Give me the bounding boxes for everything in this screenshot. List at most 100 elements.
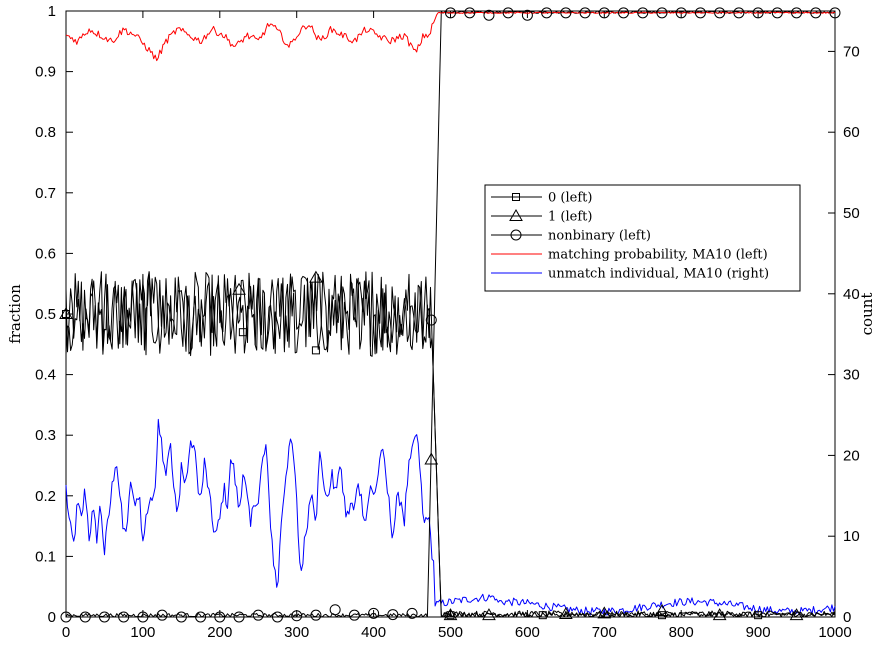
y-left-tick-label-10: 1 [48,3,56,20]
legend-marker-shape-2 [510,229,522,241]
y-left-tick-label-1: 0.1 [35,548,56,565]
series-line-2 [65,10,836,618]
legend-item-2: nonbinary (left) [491,229,651,244]
legend-item-3: matching probability, MA10 (left) [491,248,768,263]
legend-marker-shape-0 [512,193,520,201]
y-right-tick-label-5: 50 [843,205,860,222]
legend-marker-circle [510,229,522,241]
marker-circle-2-33 [694,7,706,19]
legend: 0 (left) 1 (left) nonbinary (left) match… [484,184,801,292]
marker-circle-2-31 [656,7,668,19]
left-axis: 0 0.1 0.2 0.3 0.4 0.5 0.6 0.7 0.8 0.9 1 [35,3,73,626]
marker-circle-2-11 [271,611,283,623]
marker-triangle-1-9 [712,608,727,621]
y-right-tick-label-6: 60 [843,124,860,141]
legend-label-2: nonbinary (left) [548,229,651,244]
marker-circle-2-23 [502,7,514,19]
marker-circle-2-32 [675,7,687,19]
marker-triangle-1-2 [309,270,323,283]
legend-marker-square [512,193,520,201]
x-tick-label-1: 100 [130,624,155,641]
marker-circle-2-25 [541,7,553,19]
y-right-tick-label-4: 40 [843,286,860,303]
marker-circle-2-30 [637,7,649,19]
marker-circle-2-5 [156,609,168,621]
y-left-tick-label-3: 0.3 [35,427,56,444]
y-left-tick-label-0: 0 [48,609,56,626]
marker-square-0-2 [311,346,320,355]
marker-circle-2-22 [483,9,495,21]
legend-label-0: 0 (left) [548,191,592,206]
x-tick-label-6: 600 [515,624,540,641]
marker-circle-2-36 [752,7,764,19]
plot-frame [65,10,836,618]
y-right-tick-label-2: 20 [843,447,860,464]
marker-circle-2-6 [175,611,187,623]
series-line-3 [65,11,836,62]
marker-triangle-1-1 [232,282,246,295]
series-layer [59,7,841,623]
x-axis: 0 100 200 300 400 500 600 700 800 900 1000 [62,11,852,641]
legend-marker-triangle [509,208,523,221]
marker-circle-2-4 [137,611,149,623]
marker-circle-2-24 [521,9,533,21]
marker-triangle-1-6 [558,606,573,619]
marker-circle-2-1 [79,611,91,623]
y-left-tick-label-8: 0.8 [35,124,56,141]
marker-circle-2-29 [618,7,630,19]
marker-circle-2-18 [406,607,418,619]
marker-triangle-1-8 [655,603,669,616]
marker-square-0-4 [538,611,547,620]
marker-triangle-1-4 [443,608,458,621]
x-tick-label-7: 700 [592,624,617,641]
y-axis-left-label: fraction [6,284,24,344]
legend-item-1: 1 (left) [491,208,592,225]
x-tick-label-9: 900 [746,624,771,641]
marker-circle-2-40 [829,7,841,19]
marker-circle-2-8 [214,611,226,623]
marker-circle-2-17 [387,609,399,621]
marker-circle-2-21 [464,7,476,19]
marker-circle-2-9 [233,611,245,623]
legend-item-0: 0 (left) [491,191,592,206]
marker-circle-2-28 [598,7,610,19]
marker-triangle-1-0 [59,306,73,319]
y-right-tick-label-1: 10 [843,528,860,545]
series-line-0 [65,271,836,618]
x-tick-label-10: 1000 [818,624,851,641]
marker-circle-2-10 [252,609,264,621]
marker-circle-2-19 [425,314,437,326]
y-axis-right-label: count [858,293,876,336]
x-tick-label-8: 800 [669,624,694,641]
marker-square-0-6 [754,611,763,620]
marker-circle-2-27 [579,7,591,19]
y-right-tick-label-7: 70 [843,43,860,60]
marker-circle-2-26 [560,7,572,19]
right-axis: 0 10 20 30 40 50 60 70 [828,43,860,626]
y-left-tick-label-5: 0.5 [35,306,56,323]
marker-circle-2-15 [348,609,360,621]
x-tick-label-2: 200 [207,624,232,641]
marker-circle-2-37 [771,7,783,19]
marker-circle-2-13 [310,609,322,621]
marker-circle-2-39 [810,7,822,19]
marker-circle-2-7 [195,611,207,623]
x-tick-label-5: 500 [438,624,463,641]
x-tick-label-4: 400 [361,624,386,641]
marker-triangle-1-5 [482,608,496,621]
series-line-4 [65,418,836,616]
marker-circle-2-14 [329,604,341,616]
plot-area: 0 0.1 0.2 0.3 0.4 0.5 0.6 0.7 0.8 0.9 1 0 10 20 30 40 5… [35,3,860,641]
marker-circle-2-0 [60,611,72,623]
legend-label-1: 1 (left) [548,210,592,225]
marker-triangle-1-10 [789,608,804,621]
legend-label-3: matching probability, MA10 (left) [548,248,768,263]
marker-circle-2-2 [98,611,110,623]
legend-marker-shape-1 [509,208,523,221]
marker-circle-2-38 [791,7,803,19]
marker-square-0-1 [238,328,247,337]
y-left-tick-label-2: 0.2 [35,488,56,505]
marker-triangle-1-3 [424,452,439,465]
y-left-tick-label-9: 0.9 [35,64,56,81]
